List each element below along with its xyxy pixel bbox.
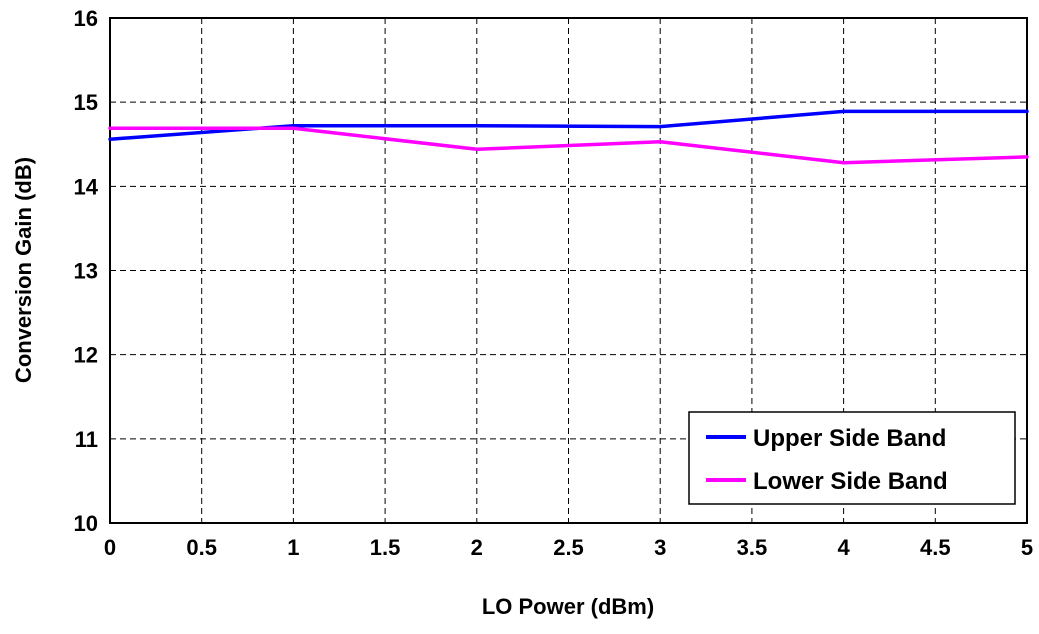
series-line-upper-side-band [108, 109, 1029, 141]
y-tick-labels: 10 11 12 13 14 15 16 [74, 6, 99, 536]
legend-label-upper-side-band: Upper Side Band [753, 425, 946, 452]
y-tick-label: 13 [74, 259, 98, 284]
legend-box [688, 411, 1016, 505]
y-tick-label: 15 [74, 90, 98, 115]
x-tick-label: 4 [837, 535, 850, 560]
legend: Upper Side Band Lower Side Band [688, 411, 1016, 505]
y-tick-label: 11 [75, 427, 98, 452]
x-tick-label: 0.5 [186, 535, 217, 560]
x-tick-label: 1.5 [370, 535, 401, 560]
x-tick-label: 5 [1021, 535, 1033, 560]
x-axis-title: LO Power (dBm) [482, 594, 654, 619]
series-line-lower-side-band [108, 126, 1029, 165]
x-tick-label: 4.5 [920, 535, 951, 560]
y-tick-label: 12 [74, 343, 98, 368]
x-tick-label: 2.5 [553, 535, 584, 560]
y-tick-label: 16 [74, 6, 98, 31]
x-tick-label: 2 [471, 535, 483, 560]
x-tick-label: 3 [654, 535, 666, 560]
x-tick-label: 0 [104, 535, 116, 560]
y-tick-label: 14 [74, 174, 99, 199]
plot-frame [109, 17, 1028, 524]
y-tick-label: 10 [74, 511, 98, 536]
grid [110, 18, 1027, 523]
x-tick-label: 1 [287, 535, 299, 560]
x-tick-labels: 0 0.5 1 1.5 2 2.5 3 3.5 4 4.5 5 [104, 535, 1033, 560]
y-axis-title: Conversion Gain (dB) [11, 157, 36, 383]
x-tick-label: 3.5 [737, 535, 768, 560]
legend-label-lower-side-band: Lower Side Band [753, 468, 948, 495]
series-lines [108, 109, 1029, 165]
